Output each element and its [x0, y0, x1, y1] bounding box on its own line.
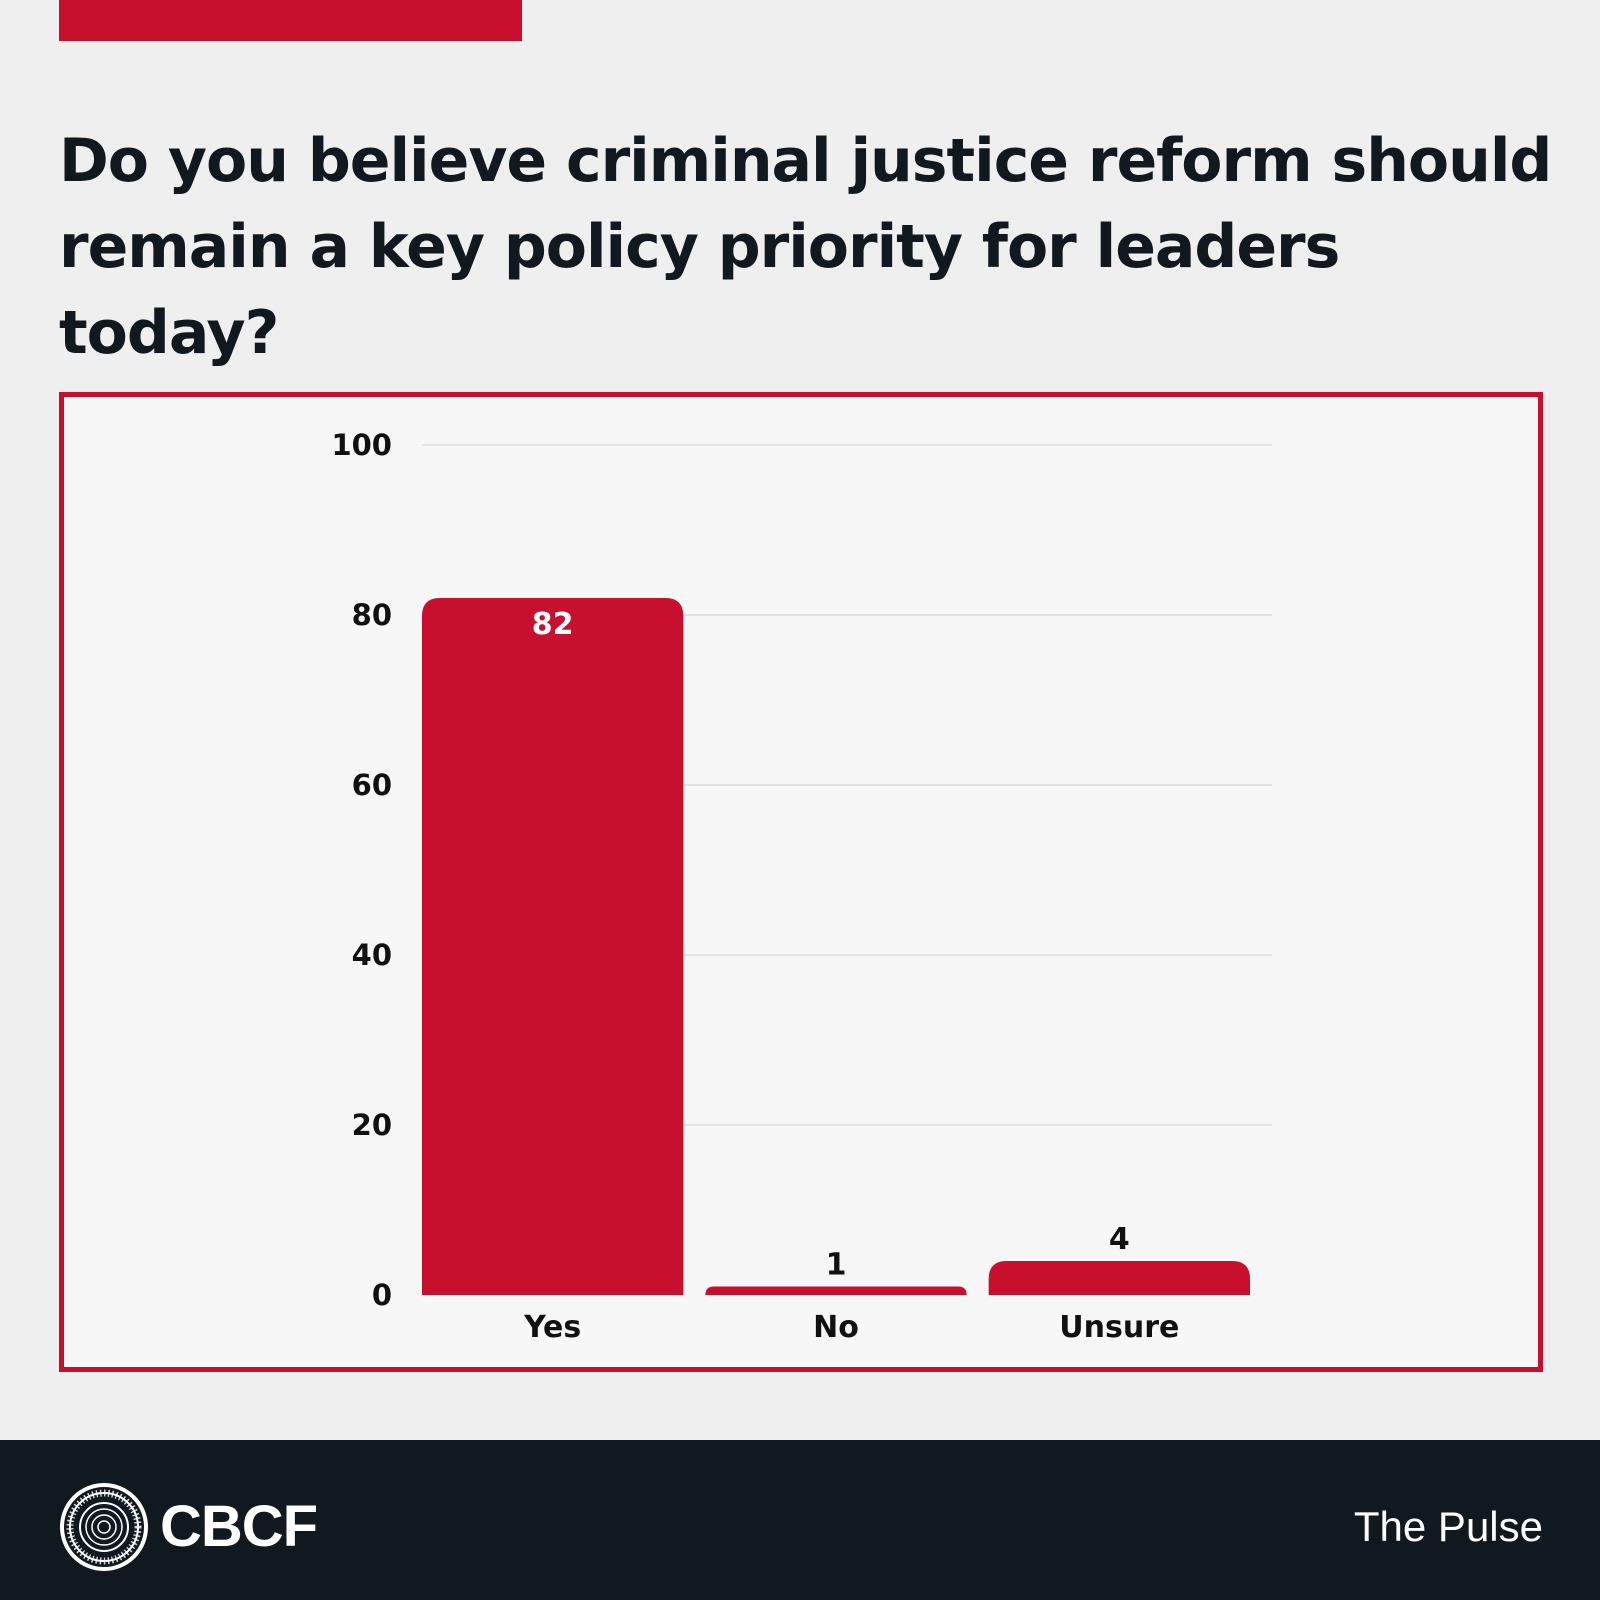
bar-yes — [422, 598, 684, 1295]
x-tick-label-unsure: Unsure — [1059, 1310, 1179, 1345]
accent-bar — [59, 0, 522, 41]
bar-no — [705, 1286, 967, 1295]
y-tick-label: 60 — [352, 768, 392, 802]
y-tick-label: 80 — [352, 598, 392, 632]
series-name: The Pulse — [1353, 1503, 1543, 1550]
x-tick-label-no: No — [813, 1310, 859, 1345]
y-tick-label: 100 — [331, 428, 392, 462]
y-tick-label: 40 — [352, 938, 392, 972]
bars — [422, 598, 1250, 1295]
data-label-yes: 82 — [532, 607, 574, 642]
data-label-unsure: 4 — [1109, 1222, 1130, 1257]
y-tick-label: 0 — [372, 1278, 392, 1312]
brand-name: CBCF — [160, 1494, 318, 1559]
page-title: Do you believe criminal justice reform s… — [59, 126, 1552, 368]
bar-chart: 0 20 40 60 80 100 82 Yes 1 No 4 Unsure — [331, 428, 1272, 1345]
y-tick-label: 20 — [352, 1108, 392, 1142]
bar-unsure — [988, 1261, 1250, 1295]
data-label-no: 1 — [826, 1248, 847, 1283]
x-tick-label-yes: Yes — [523, 1310, 581, 1345]
footer: CBCF The Pulse — [0, 1440, 1600, 1600]
chart-frame: 0 20 40 60 80 100 82 Yes 1 No 4 Unsure — [59, 392, 1543, 1372]
y-axis-ticks: 0 20 40 60 80 100 — [331, 428, 392, 1312]
bar-labels: 82 Yes 1 No 4 Unsure — [523, 607, 1179, 1345]
seal-icon — [60, 1483, 148, 1571]
